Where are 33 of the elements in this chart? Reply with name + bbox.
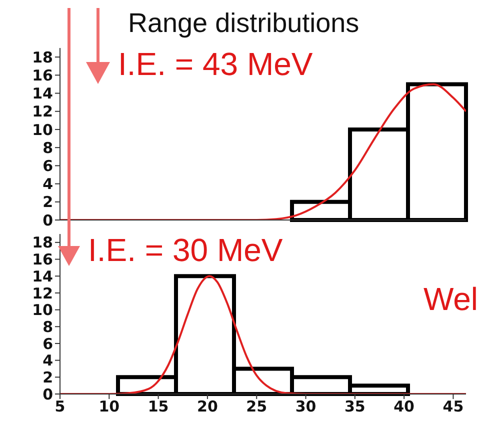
y-tick-label: 10 [32,120,53,139]
x-tick-label: 30 [295,398,316,416]
y-tick-label: 4 [42,175,53,194]
annotation: I.E. = 30 MeV [88,232,283,269]
x-tick-label: 10 [98,398,120,416]
x-tick-label: 20 [197,398,218,416]
y-tick-label: 2 [42,193,53,212]
x-tick-label: 45 [442,398,464,416]
annotation: I.E. = 43 MeV [118,46,313,83]
y-tick-label: 16 [32,250,53,269]
y-tick-label: 4 [42,352,53,370]
y-tick-label: 6 [42,157,53,176]
x-tick-label: 15 [148,398,169,416]
y-tick-label: 2 [42,368,53,386]
y-tick-label: 12 [32,102,53,121]
y-tick-label: 6 [42,334,53,353]
y-tick-label: 16 [32,66,53,84]
y-tick-label: 0 [42,385,53,404]
y-tick-label: 14 [32,84,53,103]
y-tick-label: 12 [32,284,53,302]
y-tick-label: 8 [42,318,53,336]
y-tick-label: 14 [32,267,53,286]
y-tick-label: 18 [32,48,53,66]
y-tick-label: 18 [32,234,53,252]
chart-title: Range distributions [128,8,360,39]
x-tick-label: 40 [394,398,415,416]
y-tick-label: 8 [42,138,53,157]
x-tick-label: 5 [54,398,66,416]
x-tick-label: 35 [344,398,366,416]
y-tick-label: 10 [32,301,53,320]
x-tick-label: 25 [246,398,268,416]
y-tick-label: 0 [42,211,53,230]
annotation: Wel [423,281,478,318]
